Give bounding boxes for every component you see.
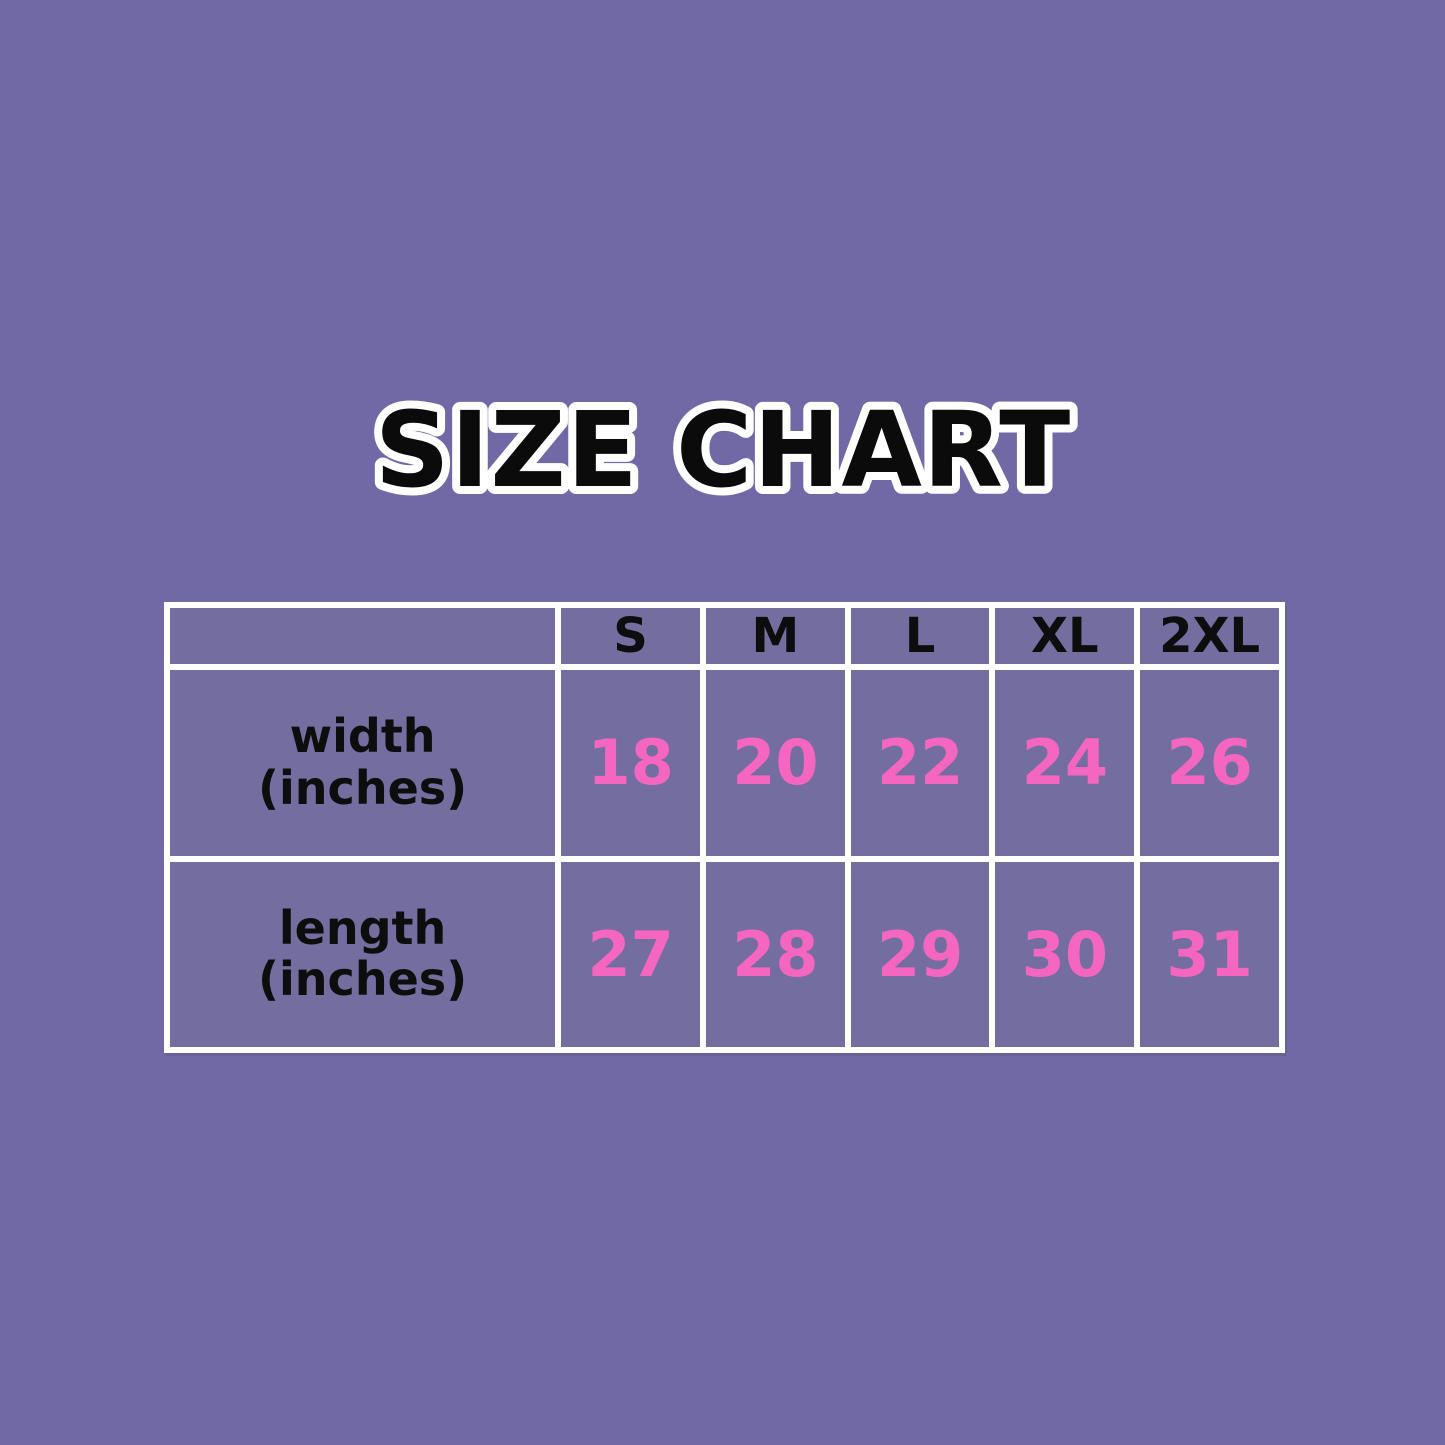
row-label-line1: length [278,900,447,955]
page-title: SIZE CHART [173,348,1273,538]
table-row-length: length (inches) 27 28 29 30 31 [170,861,1279,1047]
table-row-width: width (inches) 18 20 22 24 26 [170,670,1279,856]
value-cell-length-m: 28 [705,861,845,1047]
col-header-l: L [850,608,990,664]
value-cell-length-2xl: 31 [1140,861,1279,1047]
col-header-m: M [705,608,845,664]
page-title-text: SIZE CHART [374,389,1070,511]
row-label-width: width (inches) [170,670,556,856]
value-cell-width-m: 20 [705,670,845,856]
size-chart-table: S M L XL 2XL width (inches) 18 20 22 24 … [164,602,1285,1053]
value-cell-width-s: 18 [561,670,700,856]
row-label-length: length (inches) [170,861,556,1047]
row-label-line2: (inches) [258,760,468,815]
row-label-line2: (inches) [258,952,468,1007]
value-cell-length-xl: 30 [995,861,1135,1047]
value-cell-width-l: 22 [850,670,990,856]
row-label-line1: width [289,709,436,764]
value-cell-length-s: 27 [561,861,700,1047]
col-header-s: S [561,608,700,664]
value-cell-width-2xl: 26 [1140,670,1279,856]
col-header-xl: XL [995,608,1135,664]
corner-cell [170,608,556,664]
col-header-2xl: 2XL [1140,608,1279,664]
value-cell-length-l: 29 [850,861,990,1047]
value-cell-width-xl: 24 [995,670,1135,856]
header-row: S M L XL 2XL [170,608,1279,664]
